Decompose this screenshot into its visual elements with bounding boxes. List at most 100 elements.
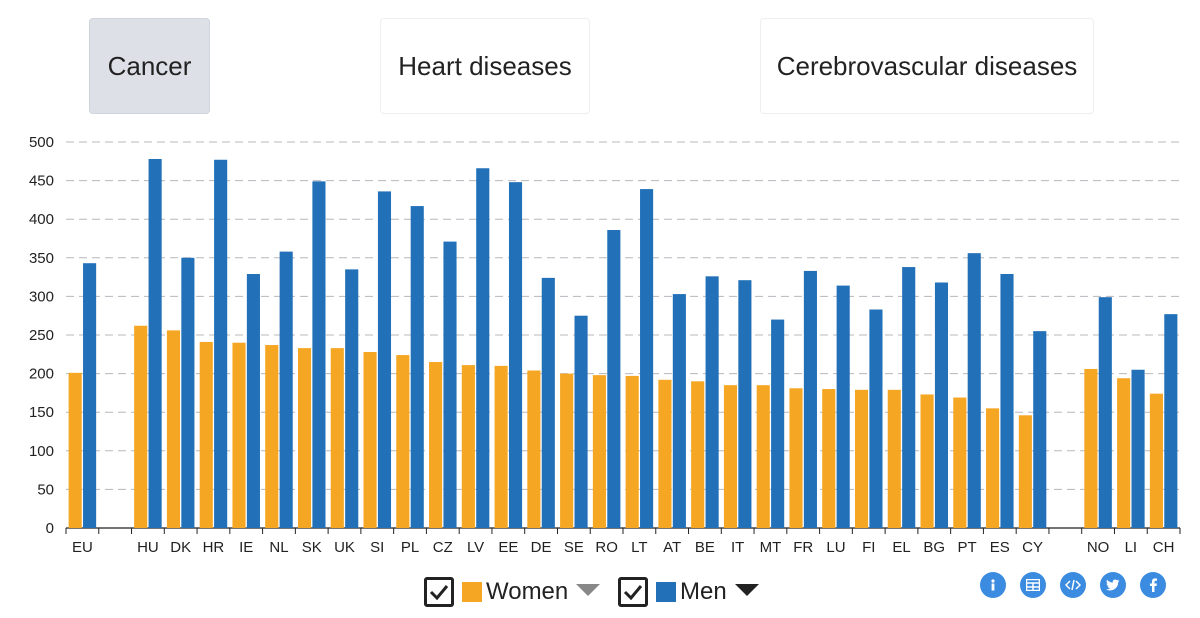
bar-women-it <box>723 385 738 528</box>
share-toolbar <box>980 572 1170 600</box>
bar-women-de <box>527 370 541 528</box>
y-tick-label: 50 <box>37 481 54 498</box>
men-dropdown-icon[interactable] <box>734 584 759 596</box>
x-tick-label: SE <box>564 539 584 556</box>
bar-women-eu <box>68 372 82 528</box>
men-checkbox[interactable] <box>618 577 648 607</box>
bar-men-li <box>1131 369 1145 528</box>
bar-men-de <box>541 277 555 528</box>
x-tick-label: HR <box>203 539 225 556</box>
bar-men-hr <box>214 159 228 529</box>
bar-women-ee <box>494 365 508 528</box>
bar-women-el <box>887 389 901 528</box>
bar-women-se <box>560 373 574 528</box>
bar-men-cz <box>443 241 457 528</box>
bar-chart: 0 50 100 150 200 250 300 350 400 450 500 EU HU DK HR IE… <box>29 134 1181 556</box>
bar-women-nl <box>265 345 279 528</box>
bar-men-bg <box>934 282 949 528</box>
y-tick-label: 350 <box>29 250 54 267</box>
x-tick-label: EU <box>72 539 93 556</box>
bar-women-ro <box>592 375 606 528</box>
x-tick-label: FR <box>793 539 813 556</box>
bar-women-pt <box>953 397 967 528</box>
bar-men-fi <box>869 309 883 528</box>
bar-men-el <box>902 267 916 528</box>
x-tick-label: IT <box>731 539 744 556</box>
x-tick-label: IE <box>239 539 253 556</box>
legend: Women Men <box>0 574 1200 614</box>
y-tick-label: 150 <box>29 404 54 421</box>
bar-men-no <box>1098 297 1112 528</box>
bar-men-at <box>672 294 686 528</box>
bar-men-dk <box>181 257 195 528</box>
bar-men-be <box>705 276 719 528</box>
x-tick-label: CY <box>1022 539 1043 556</box>
tab-heart-diseases[interactable]: Heart diseases <box>380 18 590 114</box>
x-tick-label: CZ <box>433 539 453 556</box>
bar-women-fi <box>854 389 869 528</box>
bar-men-ie <box>246 274 260 528</box>
women-checkbox[interactable] <box>424 577 454 607</box>
bar-men-it <box>738 280 752 528</box>
bar-men-fr <box>803 270 817 528</box>
x-tick-label: NL <box>269 539 288 556</box>
embed-code-icon[interactable] <box>1060 572 1086 598</box>
bar-men-pt <box>967 253 981 528</box>
x-tick-label: LI <box>1125 539 1138 556</box>
bar-women-si <box>363 351 377 528</box>
x-tick-label: FI <box>862 539 875 556</box>
x-tick-label: SK <box>302 539 322 556</box>
bar-women-es <box>986 408 1000 528</box>
x-tick-label: UK <box>334 539 355 556</box>
twitter-icon[interactable] <box>1100 572 1126 598</box>
y-tick-label: 100 <box>29 443 54 460</box>
bar-men-lv <box>476 168 490 529</box>
x-tick-label: CH <box>1153 539 1175 556</box>
x-tick-label: AT <box>663 539 681 556</box>
bar-men-lu <box>836 285 850 528</box>
y-tick-label: 250 <box>29 327 54 344</box>
info-icon[interactable] <box>980 572 1006 598</box>
bar-women-ie <box>232 342 246 528</box>
tab-cerebrovascular-diseases[interactable]: Cerebrovascular diseases <box>760 18 1094 114</box>
y-tick-label: 500 <box>29 134 54 151</box>
bar-women-cz <box>429 362 443 528</box>
bar-women-be <box>691 381 705 528</box>
y-tick-label: 0 <box>46 520 54 537</box>
bar-women-hu <box>134 325 148 528</box>
y-tick-label: 400 <box>29 211 54 228</box>
men-swatch <box>656 582 676 602</box>
bar-women-lt <box>625 375 639 528</box>
table-icon[interactable] <box>1020 572 1046 598</box>
bar-women-uk <box>330 348 344 528</box>
bar-men-lt <box>640 189 654 529</box>
y-tick-label: 300 <box>29 288 54 305</box>
bar-women-ch <box>1149 393 1163 528</box>
bar-women-pl <box>396 355 410 528</box>
x-tick-label: DE <box>531 539 552 556</box>
bar-women-cy <box>1018 415 1032 528</box>
bar-men-se <box>574 315 588 528</box>
bar-women-bg <box>920 394 934 528</box>
bar-women-mt <box>756 385 770 528</box>
bar-men-cy <box>1033 331 1047 528</box>
x-tick-label: MT <box>760 539 782 556</box>
tab-cancer[interactable]: Cancer <box>89 18 210 114</box>
women-dropdown-icon[interactable] <box>576 584 601 596</box>
check-icon <box>429 585 449 600</box>
legend-item-women[interactable]: Women <box>424 574 601 610</box>
disease-tabs: Cancer Heart diseases Cerebrovascular di… <box>0 0 1200 130</box>
x-tick-label: LV <box>467 539 484 556</box>
x-tick-label: SI <box>370 539 384 556</box>
facebook-icon[interactable] <box>1140 572 1166 598</box>
check-icon <box>623 585 643 600</box>
bar-women-at <box>658 379 672 528</box>
legend-item-men[interactable]: Men <box>618 574 759 610</box>
bar-men-mt <box>771 319 785 528</box>
bar-women-lv <box>461 365 475 528</box>
x-tick-label: EL <box>892 539 910 556</box>
bar-women-dk <box>166 330 181 528</box>
legend-men-label: Men <box>680 578 727 605</box>
legend-women-label: Women <box>486 578 569 605</box>
women-swatch <box>462 582 482 602</box>
